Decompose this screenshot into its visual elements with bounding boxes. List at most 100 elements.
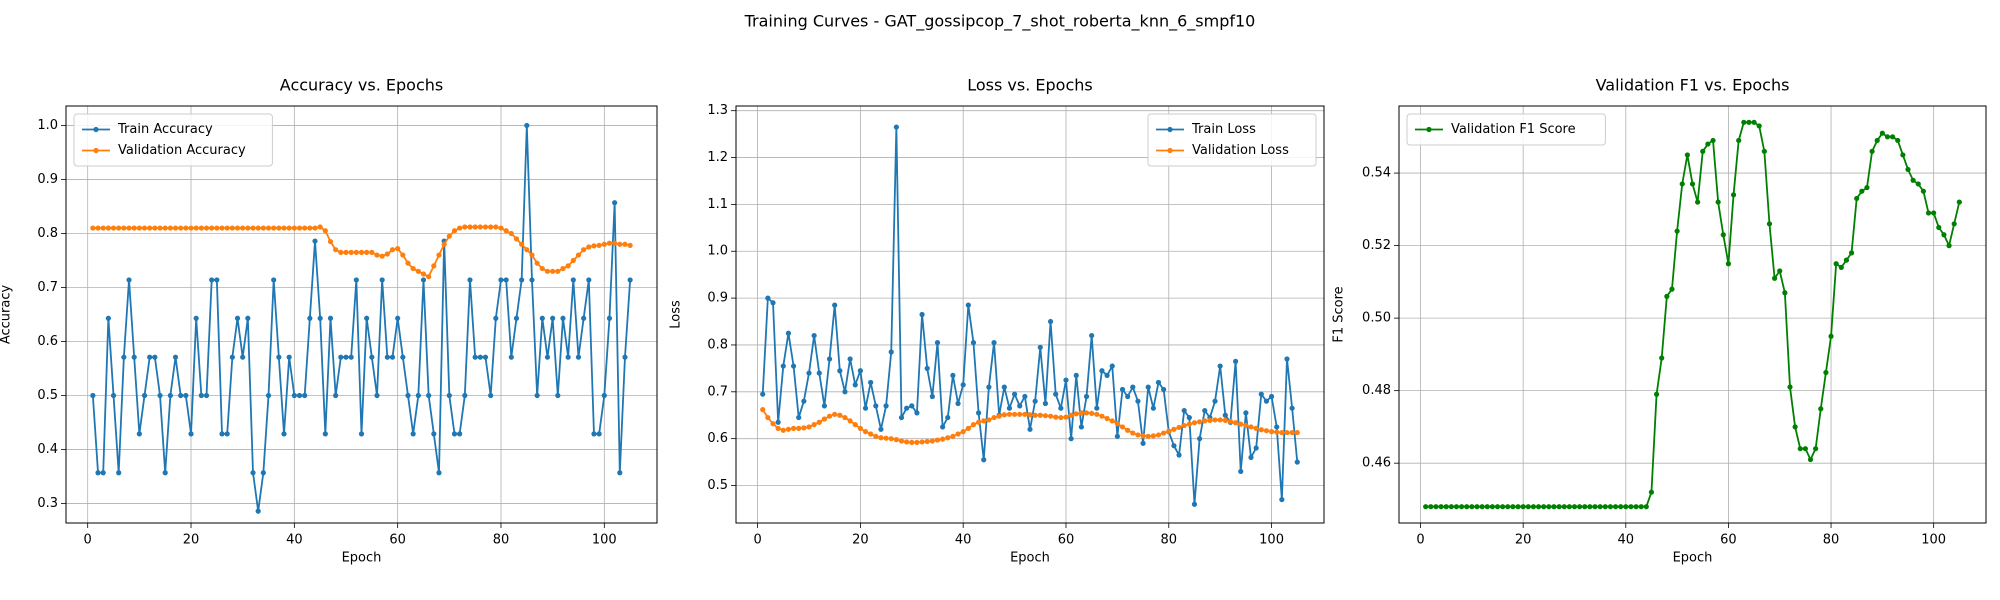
data-point bbox=[152, 225, 158, 231]
data-point bbox=[965, 302, 971, 308]
data-point bbox=[770, 421, 776, 427]
data-point bbox=[1854, 195, 1860, 202]
x-tick-label: 0 bbox=[1416, 533, 1424, 548]
data-point bbox=[384, 251, 390, 257]
data-point bbox=[790, 425, 797, 431]
data-point bbox=[1787, 384, 1793, 390]
data-point bbox=[379, 253, 385, 259]
data-point bbox=[353, 277, 359, 283]
data-point bbox=[1068, 412, 1074, 418]
data-point bbox=[364, 315, 370, 321]
data-point bbox=[1643, 504, 1649, 510]
data-point bbox=[1571, 504, 1578, 510]
data-point bbox=[945, 414, 951, 421]
x-tick-label: 20 bbox=[852, 533, 869, 548]
data-point bbox=[410, 431, 416, 437]
y-axis-label: Accuracy bbox=[0, 285, 14, 345]
data-point bbox=[260, 470, 266, 476]
data-point bbox=[1032, 412, 1038, 418]
data-point bbox=[1807, 456, 1814, 463]
data-point bbox=[1212, 417, 1218, 423]
data-point bbox=[126, 277, 132, 283]
data-point bbox=[852, 422, 858, 428]
data-point bbox=[1915, 181, 1921, 187]
data-point bbox=[1268, 393, 1275, 400]
data-point bbox=[234, 225, 241, 231]
data-point bbox=[224, 431, 230, 437]
data-point bbox=[981, 418, 987, 424]
data-point bbox=[229, 225, 235, 231]
data-point bbox=[209, 225, 215, 231]
data-point bbox=[1633, 504, 1639, 510]
data-point bbox=[307, 225, 313, 231]
data-point bbox=[1063, 414, 1069, 420]
x-tick-label: 60 bbox=[1058, 533, 1075, 548]
data-point bbox=[1289, 429, 1295, 436]
data-point bbox=[837, 368, 843, 374]
data-point bbox=[986, 384, 992, 390]
data-point bbox=[1838, 264, 1844, 270]
y-tick-label: 1.2 bbox=[707, 150, 728, 165]
data-point bbox=[405, 260, 411, 266]
data-point bbox=[555, 268, 561, 274]
data-point bbox=[1792, 424, 1798, 430]
data-point bbox=[95, 470, 101, 476]
y-tick-label: 0.54 bbox=[1362, 166, 1391, 181]
data-point bbox=[183, 225, 189, 231]
plot-area bbox=[760, 124, 1300, 507]
data-point bbox=[1176, 424, 1182, 431]
data-point bbox=[1900, 152, 1906, 158]
data-point bbox=[338, 249, 344, 255]
x-tick-label: 60 bbox=[1720, 533, 1737, 548]
data-point bbox=[1500, 504, 1506, 510]
data-point bbox=[1078, 424, 1084, 430]
data-point bbox=[1222, 417, 1228, 423]
data-point bbox=[1956, 199, 1962, 205]
data-point bbox=[529, 277, 535, 283]
data-point bbox=[1140, 433, 1146, 439]
data-point bbox=[924, 365, 930, 371]
data-point bbox=[560, 315, 566, 321]
data-point bbox=[627, 277, 633, 283]
data-point bbox=[1191, 420, 1198, 426]
data-point bbox=[832, 411, 838, 417]
data-point bbox=[1274, 429, 1280, 435]
legend-box bbox=[1147, 113, 1317, 167]
legend-box bbox=[73, 113, 273, 167]
data-point bbox=[1232, 358, 1239, 364]
x-tick-label: 60 bbox=[389, 533, 406, 548]
data-point bbox=[1083, 393, 1090, 400]
data-point bbox=[821, 416, 828, 422]
data-point bbox=[1869, 148, 1875, 154]
data-point bbox=[446, 392, 452, 399]
data-point bbox=[1489, 504, 1495, 510]
data-point bbox=[162, 470, 168, 476]
data-point bbox=[451, 431, 458, 437]
data-point bbox=[534, 260, 540, 266]
data-point bbox=[286, 225, 292, 231]
data-point bbox=[1202, 407, 1208, 414]
data-point bbox=[1910, 177, 1916, 183]
data-point bbox=[229, 354, 235, 360]
x-tick-label: 80 bbox=[493, 533, 510, 548]
data-point bbox=[1653, 391, 1660, 397]
data-point bbox=[832, 302, 838, 308]
data-point bbox=[1119, 424, 1126, 430]
data-point bbox=[338, 354, 344, 360]
data-point bbox=[1782, 290, 1788, 296]
data-point bbox=[1006, 405, 1013, 411]
legend-marker bbox=[1167, 126, 1173, 133]
y-tick-label: 0.3 bbox=[37, 496, 58, 511]
data-point bbox=[929, 438, 935, 444]
data-point bbox=[1181, 422, 1187, 429]
data-point bbox=[281, 225, 287, 231]
data-point bbox=[1556, 504, 1562, 510]
data-point bbox=[888, 349, 894, 355]
data-point bbox=[136, 431, 142, 437]
data-point bbox=[1253, 445, 1259, 451]
data-point bbox=[1022, 411, 1028, 417]
data-point bbox=[271, 225, 277, 231]
data-point bbox=[847, 418, 853, 424]
axes-title: Loss vs. Epochs bbox=[967, 76, 1092, 95]
data-point bbox=[1705, 141, 1711, 147]
